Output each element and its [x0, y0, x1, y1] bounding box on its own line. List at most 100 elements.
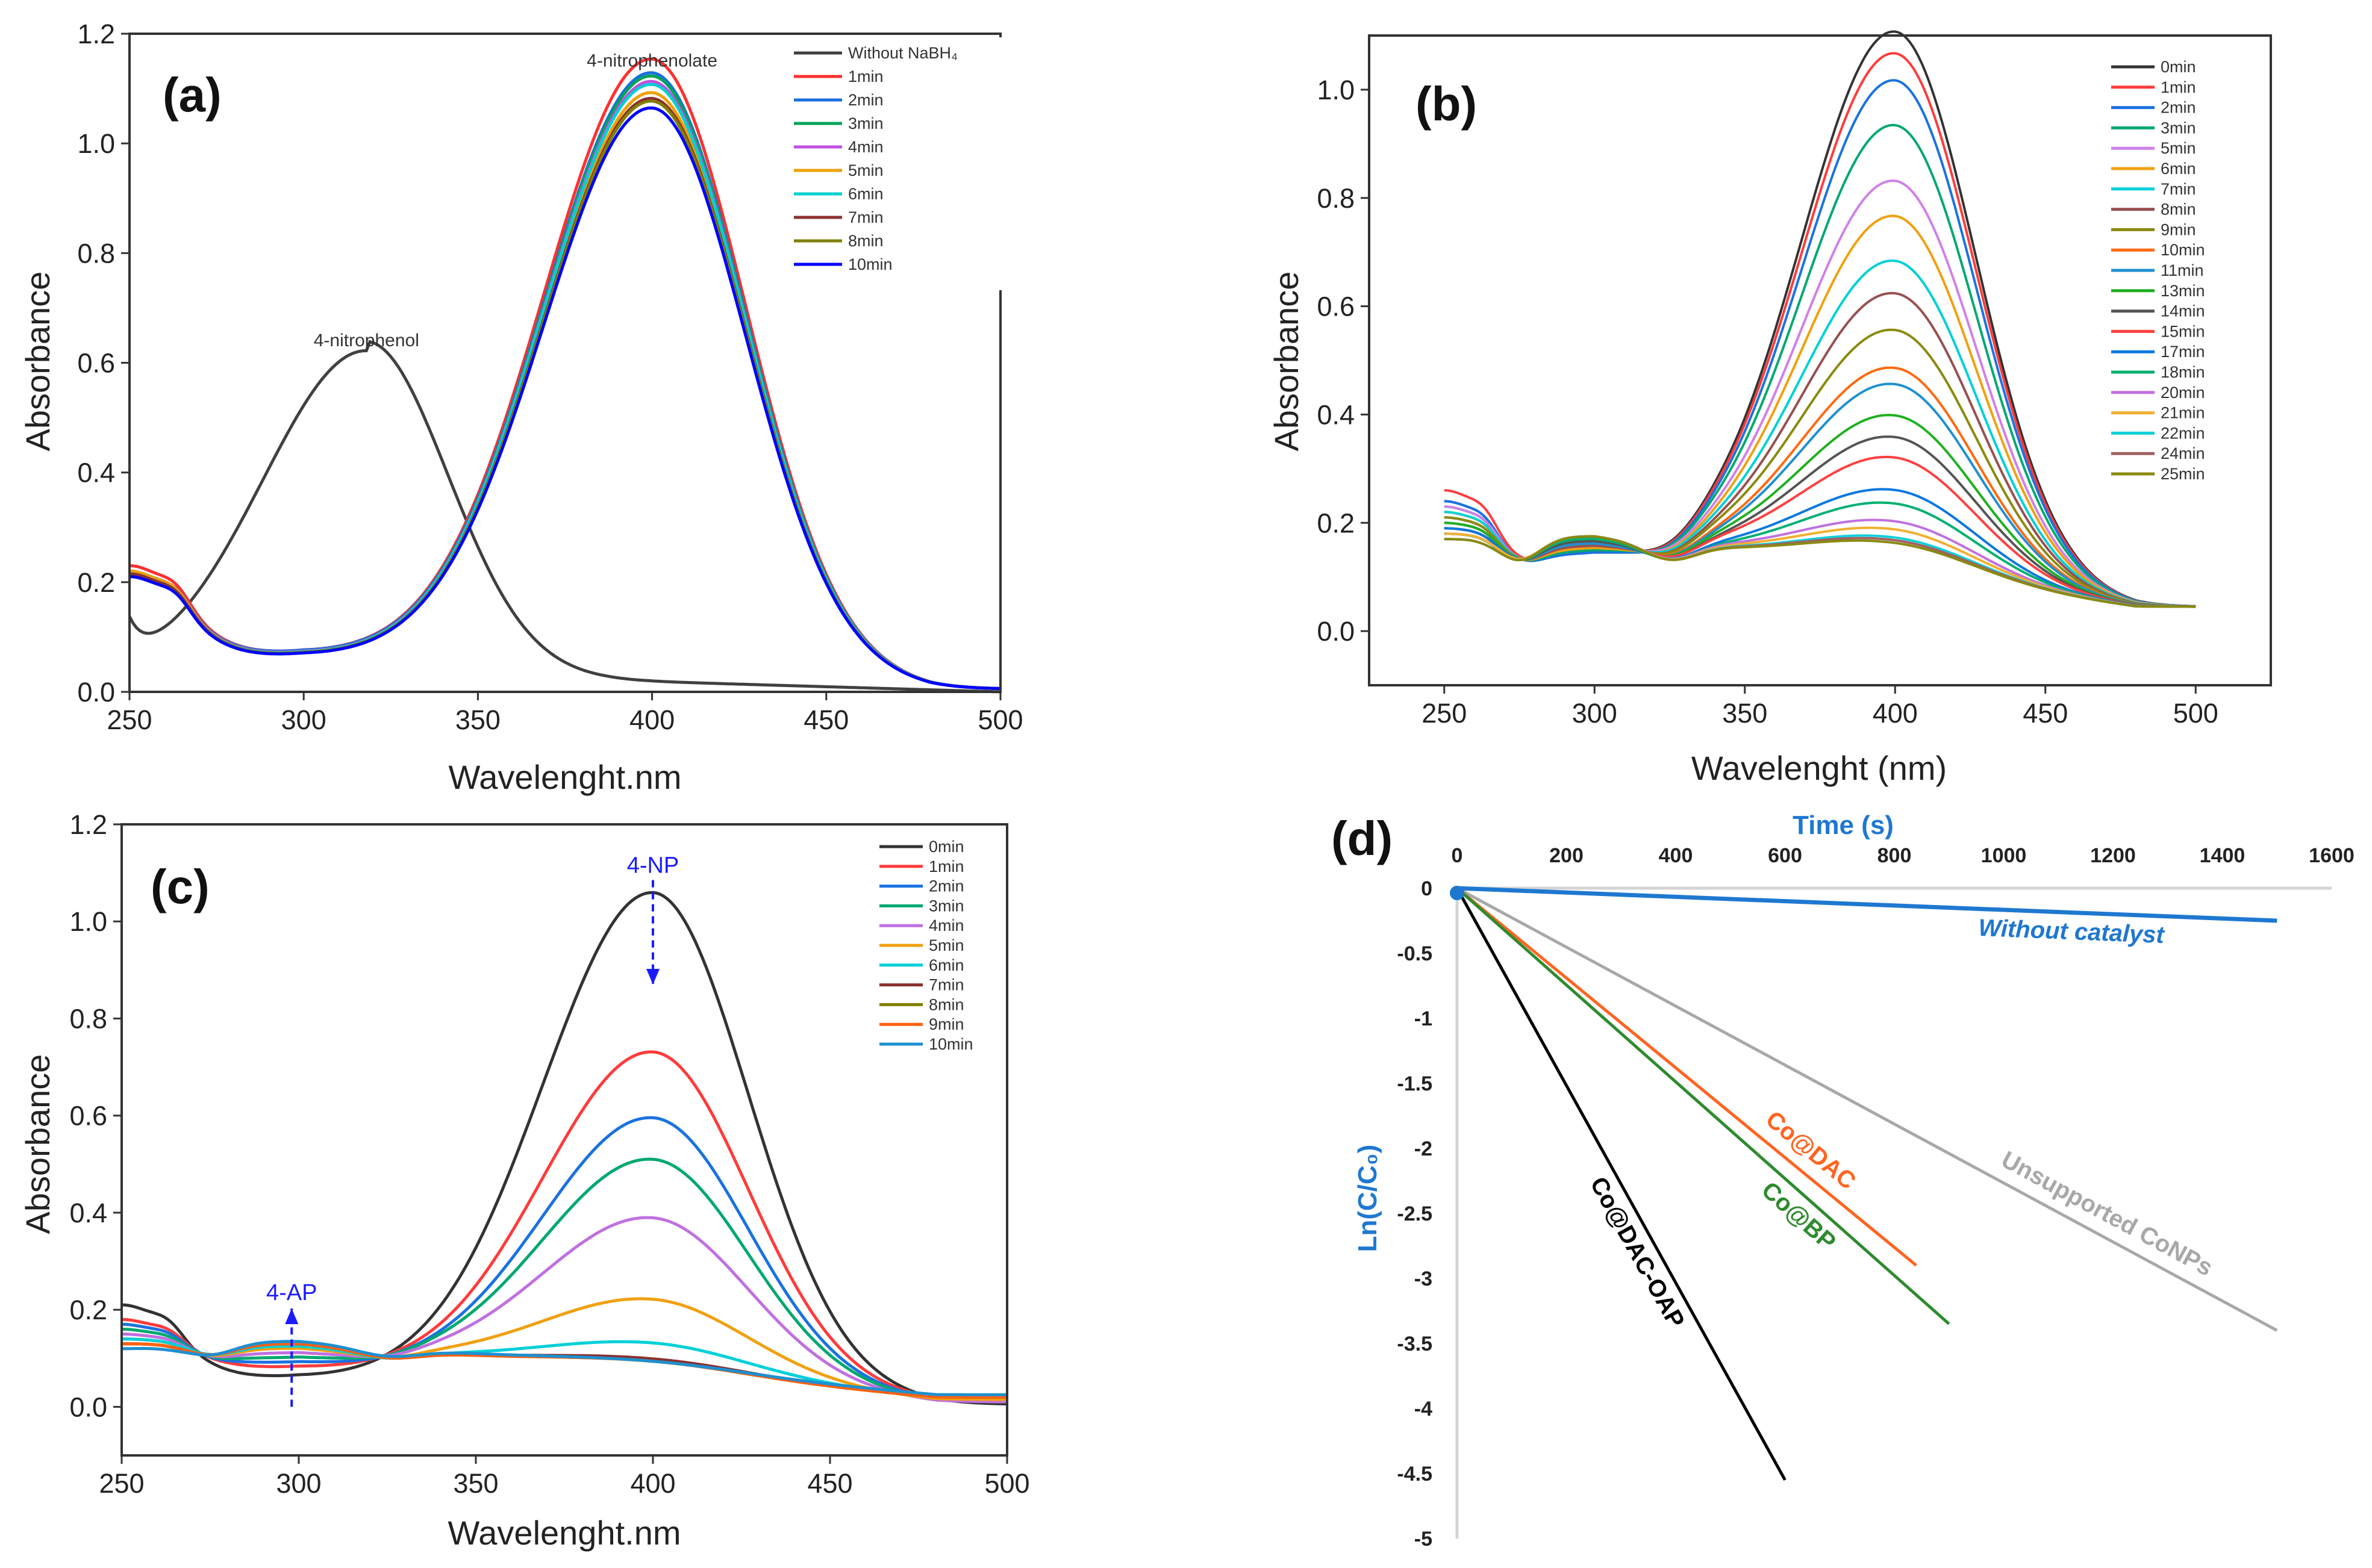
x-tick-label: 500 — [978, 705, 1023, 735]
series-label: Unsupported CoNPs — [1997, 1146, 2217, 1281]
x-tick-label: 300 — [1572, 698, 1617, 729]
legend-label: 1min — [929, 857, 964, 876]
x-tick-label: 200 — [1549, 844, 1584, 867]
legend-label: 22min — [2161, 424, 2205, 442]
x-tick-label: 450 — [804, 705, 849, 735]
legend-label: 7min — [929, 976, 964, 994]
legend-label: 5min — [929, 936, 964, 954]
panel-label: (d) — [1331, 812, 1393, 865]
legend-label: 3min — [848, 114, 884, 132]
legend-label: 0min — [929, 838, 964, 856]
legend-label: 8min — [929, 995, 964, 1013]
legend-label: 2min — [929, 877, 964, 895]
y-tick-label: 1.0 — [77, 128, 115, 159]
panel-d-kinetics-plot: 0 200 400 600 800 1000 1200 1400 1600 0 -0.5 -1 -1.5… — [1331, 810, 2355, 1551]
x-tick-label: 350 — [453, 1468, 498, 1499]
x-tick-label: 450 — [807, 1468, 852, 1499]
y-tick-label: -1.5 — [1397, 1072, 1432, 1095]
series-line-10min — [122, 1340, 1007, 1396]
annotation-label: 4-NP — [627, 853, 679, 879]
y-tick-label: -3.5 — [1397, 1333, 1432, 1355]
plot-frame — [1368, 34, 2272, 686]
y-tick-label: -2.5 — [1397, 1202, 1432, 1225]
legend-label: 0min — [2161, 58, 2196, 76]
panel-label: (a) — [163, 68, 222, 122]
y-tick-label: 0.2 — [77, 567, 115, 598]
legend-label: 13min — [2161, 282, 2205, 300]
y-tick-label: 1.2 — [77, 19, 115, 49]
series-line-co-bp — [1456, 887, 1950, 1325]
series-line-3min — [1444, 123, 2196, 608]
series-label: Without catalyst — [1978, 915, 2166, 948]
legend-label: 6min — [929, 956, 964, 974]
legend-label: 5min — [2161, 139, 2196, 157]
x-axis-title: Wavelenght.nm — [448, 1514, 681, 1552]
x-tick-label: 450 — [2023, 698, 2068, 729]
y-tick-label: 0.4 — [77, 458, 115, 488]
legend-label: 1min — [848, 67, 884, 86]
panel-label: (c) — [151, 860, 210, 913]
legend-label: 7min — [848, 208, 884, 226]
legend-label: 8min — [848, 232, 884, 250]
legend-label: 6min — [848, 185, 884, 203]
panel-a-absorbance-spectra: 250 300 350 400 450 500 0.0 0.2 0.4 0.6 0.8 1.0 1.2 W… — [19, 19, 1023, 796]
y-tick-label: 1.0 — [1317, 75, 1355, 105]
y-tick-label: -3 — [1414, 1268, 1432, 1290]
legend-label: 8min — [2161, 201, 2196, 219]
series-line-0min — [1444, 30, 2196, 608]
plot-frame — [120, 823, 1008, 1457]
x-tick-label: 1400 — [2200, 844, 2246, 867]
series-line-11min — [1444, 382, 2196, 608]
y-tick-label: 0.2 — [69, 1295, 107, 1325]
series-label: Co@DAC-OAP — [1585, 1172, 1690, 1332]
y-tick-label: 1.0 — [69, 906, 107, 937]
series-line-2min — [121, 1116, 1008, 1404]
y-tick-label: -1 — [1414, 1007, 1432, 1030]
x-tick-label: 300 — [281, 705, 326, 735]
series-line-8min — [1444, 291, 2196, 608]
x-tick-label: 600 — [1768, 844, 1802, 867]
x-tick-label: 400 — [629, 705, 675, 735]
x-tick-label: 250 — [99, 1468, 144, 1499]
x-tick-label: 0 — [1452, 844, 1463, 867]
series-line-without-nabh- — [128, 340, 1001, 694]
y-tick-label: 0.6 — [69, 1101, 107, 1131]
y-tick-label: 0.0 — [77, 677, 115, 708]
series-line-6min — [1444, 214, 2196, 608]
origin-marker — [1450, 886, 1464, 900]
legend-label: 10min — [929, 1035, 973, 1053]
legend-label: 1min — [2161, 78, 2196, 96]
series-line-co-dac — [1456, 887, 1917, 1267]
series-line-unsupported-conps — [1456, 886, 2278, 1332]
y-tick-label: 0.8 — [1317, 183, 1355, 214]
panel-c-absorbance-spectra: 250 300 350 400 450 500 0.0 0.2 0.4 0.6 0.8 1.0 1.2 W… — [19, 809, 1030, 1552]
panel-b-absorbance-spectra: 250 300 350 400 450 500 0.0 0.2 0.4 0.6 0.8 1.0 Wave… — [1267, 30, 2272, 787]
y-tick-label: 0.0 — [69, 1392, 107, 1422]
annotation-label: 4-nitrophenolate — [587, 51, 717, 71]
series-line-without-catalyst — [1456, 886, 2277, 923]
x-tick-label: 500 — [2173, 698, 2218, 729]
series-line-0min — [121, 891, 1008, 1405]
y-tick-label: -4 — [1414, 1398, 1432, 1420]
legend-label: 25min — [2161, 465, 2205, 483]
x-tick-label: 800 — [1877, 844, 1912, 867]
legend-label: 6min — [2161, 160, 2196, 178]
y-tick-label: 0.4 — [1317, 399, 1355, 430]
y-tick-label: -0.5 — [1397, 942, 1432, 965]
y-tick-label: 0.6 — [77, 348, 115, 379]
y-tick-label: -4.5 — [1397, 1463, 1432, 1486]
x-tick-label: 500 — [984, 1468, 1029, 1499]
legend-label: 2min — [848, 91, 884, 109]
legend-label: 21min — [2161, 404, 2205, 422]
legend-label: 4min — [848, 138, 884, 156]
series-line-3min — [121, 1157, 1008, 1404]
y-axis-title: Absorbance — [19, 272, 57, 452]
x-axis-title: Wavelenght.nm — [449, 758, 682, 796]
legend-label: 17min — [2161, 343, 2205, 361]
x-axis-title: Time (s) — [1793, 810, 1894, 840]
series-line-14min — [1444, 435, 2196, 608]
legend-label: 7min — [2161, 180, 2196, 198]
x-tick-label: 300 — [276, 1468, 321, 1499]
legend-label: 3min — [2161, 119, 2196, 137]
